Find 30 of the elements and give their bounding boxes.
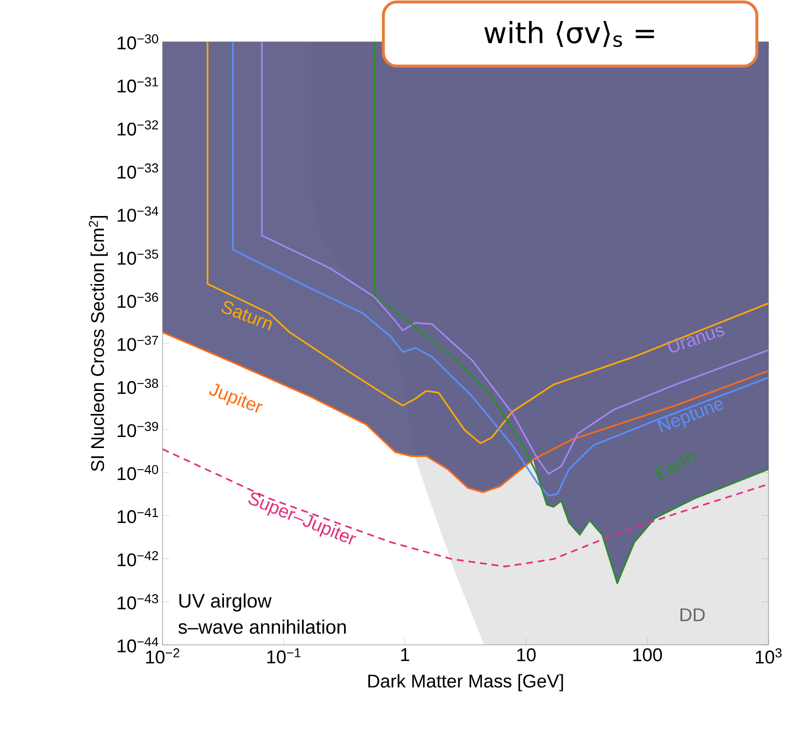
text: Saturn [222,301,272,330]
y-tick-label: 10$^{−41}$ [118,508,158,524]
text: Earth [654,452,697,480]
annotation: s–wave annihilation [178,620,346,634]
y-tick-label: 10$^{−39}$ [118,422,158,438]
y-tick-label: 10$^{−32}$ [118,120,158,136]
x-tick-label: 10 [517,648,536,662]
x-axis-title: Dark Matter Mass [GeV] [368,674,563,692]
y-tick-label: 10$^{−34}$ [118,206,158,222]
y-tick-label: 10$^{−37}$ [118,336,158,351]
y-tick-label: 10$^{−33}$ [118,163,158,179]
x-tick-label: 100 [633,648,662,662]
x-tick-label: 10$^{−1}$ [267,648,300,664]
y-tick-label: 10$^{−40}$ [118,464,158,480]
y-tick-label: 10$^{−30}$ [118,34,158,50]
annotation: UV airglow [179,593,272,612]
text: Uranus [666,326,724,352]
y-tick-label: 10$^{−42}$ [118,551,158,566]
series-label: DD [680,608,705,622]
y-tick-label: 10$^{−35}$ [118,250,158,265]
text: Jupiter [209,383,263,413]
y-tick-label: 10$^{−31}$ [118,77,158,92]
x-tick-label: 10$^{−2}$ [146,648,180,664]
annotation: with ⟨σv⟩$_{s}$ = [484,20,654,47]
y-axis-title: SI Nucleon Cross Section [cm$^{2}$] [88,216,108,472]
x-tick-label: 1 [401,648,410,661]
y-tick-label: 10$^{−38}$ [118,378,158,394]
y-tick-label: 10$^{−43}$ [118,594,158,610]
x-tick-label: 10$^{3}$ [756,648,782,664]
y-tick-label: 10$^{−36}$ [118,292,158,308]
